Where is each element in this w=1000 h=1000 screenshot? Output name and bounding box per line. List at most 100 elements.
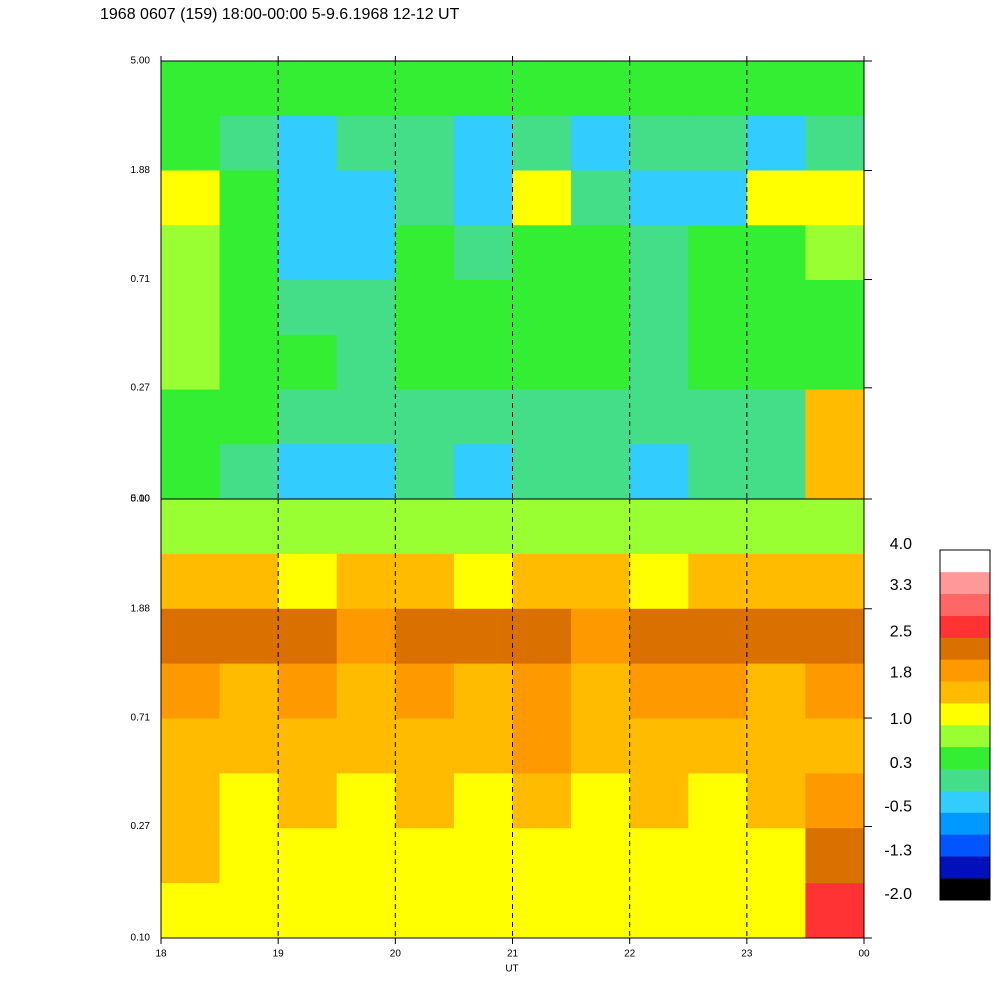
heatmap-cell — [512, 389, 572, 445]
colorbar-swatch — [940, 878, 990, 901]
colorbar-swatch — [940, 812, 990, 835]
colorbar-tick-label: 4.0 — [890, 536, 912, 553]
heatmap-cell — [453, 499, 513, 555]
heatmap-cell — [278, 718, 338, 774]
colorbar-frame — [939, 549, 991, 901]
heatmap-cell — [688, 553, 748, 610]
heatmap-cell — [805, 280, 865, 336]
heatmap-cell — [278, 608, 338, 665]
heatmap-cell — [395, 225, 455, 281]
heatmap-cell — [571, 170, 631, 226]
heatmap-cell — [688, 389, 748, 445]
heatmap-cell — [512, 280, 572, 336]
heatmap-cell — [571, 389, 631, 445]
colorbar-tick-label: 1.0 — [890, 711, 912, 728]
colorbar-swatch — [940, 681, 990, 704]
heatmap-cell — [571, 553, 631, 610]
heatmap-cell — [453, 718, 513, 774]
heatmap-cell — [805, 499, 865, 555]
heatmap-cell — [805, 828, 865, 884]
heatmap-cell — [219, 61, 279, 117]
heatmap-cell — [688, 828, 748, 884]
heatmap-cell — [571, 499, 631, 555]
heatmap-cell — [512, 61, 572, 117]
heatmap-cell — [161, 828, 221, 884]
heatmap-cell — [746, 883, 806, 939]
heatmap-cell — [805, 61, 865, 117]
heatmap-cell — [278, 773, 338, 829]
heatmap-cell — [219, 170, 279, 226]
heatmap-cell — [629, 608, 689, 665]
heatmap-cell — [219, 828, 279, 884]
heatmap-cell — [336, 718, 396, 774]
heatmap-cell — [746, 389, 806, 445]
heatmap-cell — [512, 115, 572, 171]
heatmap-cell — [336, 170, 396, 226]
heatmap-cell — [336, 61, 396, 117]
heatmap-cell — [336, 115, 396, 171]
heatmap-cell — [571, 718, 631, 774]
heatmap-cell — [219, 773, 279, 829]
heatmap-cell — [161, 280, 221, 336]
colorbar-swatch — [940, 571, 990, 595]
heatmap-cell — [746, 280, 806, 336]
y-tick-label: 5.00 — [131, 494, 151, 505]
heatmap-cell — [805, 553, 865, 610]
heatmap-cell — [278, 334, 338, 390]
heatmap-cell — [746, 115, 806, 171]
heatmap-cell — [219, 718, 279, 774]
heatmap-cell — [278, 444, 338, 500]
heatmap-cell — [688, 718, 748, 774]
heatmap-cell — [336, 828, 396, 884]
heatmap-cell — [629, 334, 689, 390]
heatmap-cell — [336, 225, 396, 281]
colorbar-swatch — [940, 746, 990, 770]
heatmap-cell — [219, 389, 279, 445]
heatmap-cell — [746, 718, 806, 774]
heatmap-cell — [278, 115, 338, 171]
heatmap-cell — [336, 334, 396, 390]
heatmap-cell — [805, 225, 865, 281]
heatmap-cell — [688, 608, 748, 665]
colorbar-tick-label: 1.8 — [890, 665, 912, 682]
heatmap-cell — [629, 389, 689, 445]
heatmap-cell — [395, 444, 455, 500]
x-tick-label: 22 — [624, 949, 636, 960]
heatmap-cell — [629, 115, 689, 171]
heatmap-cell — [688, 663, 748, 719]
heatmap-cell — [395, 663, 455, 719]
y-tick-label: 0.10 — [131, 494, 151, 505]
heatmap-cell — [453, 334, 513, 390]
heatmap-cell — [805, 115, 865, 171]
heatmap-cell — [453, 444, 513, 500]
heatmap-cell — [395, 280, 455, 336]
heatmap-cell — [336, 499, 396, 555]
colorbar-swatch — [940, 659, 990, 682]
heatmap-cell — [746, 499, 806, 555]
heatmap-cell — [571, 608, 631, 665]
heatmap-cell — [278, 828, 338, 884]
heatmap-cell — [395, 773, 455, 829]
heatmap-cell — [512, 334, 572, 390]
heatmap-cell — [219, 553, 279, 610]
x-tick-label: 19 — [273, 949, 285, 960]
colorbar-swatch — [940, 725, 990, 748]
heatmap-cell — [395, 718, 455, 774]
heatmap-cell — [746, 334, 806, 390]
heatmap-cell — [688, 280, 748, 336]
heatmap-cell — [219, 225, 279, 281]
colorbar-swatch — [940, 615, 990, 638]
heatmap-cell — [161, 61, 221, 117]
heatmap-cell — [746, 773, 806, 829]
heatmap-cell — [278, 883, 338, 939]
heatmap-cell — [161, 663, 221, 719]
heatmap-cell — [219, 280, 279, 336]
colorbar-swatch — [940, 593, 990, 616]
colorbar-tick-label: -0.5 — [884, 799, 912, 816]
heatmap-cell — [512, 444, 572, 500]
heatmap-cell — [805, 389, 865, 445]
heatmap-cell — [571, 225, 631, 281]
heatmap-cell — [688, 334, 748, 390]
heatmap-cell — [161, 225, 221, 281]
heatmap-cell — [453, 608, 513, 665]
